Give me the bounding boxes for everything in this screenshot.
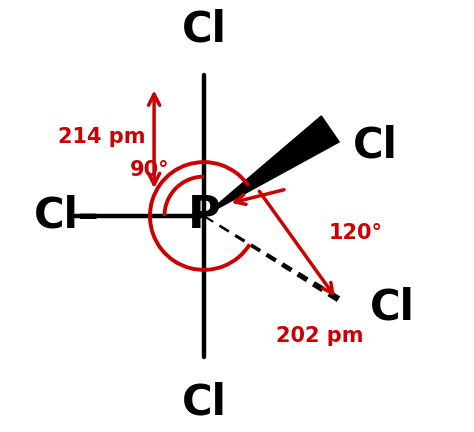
Text: Cl: Cl	[182, 382, 226, 424]
Text: Cl: Cl	[370, 286, 415, 328]
Text: 120°: 120°	[328, 222, 382, 243]
Text: Cl–: Cl–	[34, 195, 100, 237]
Text: 90°: 90°	[130, 160, 170, 181]
Text: 214 pm: 214 pm	[58, 127, 146, 147]
Text: 202 pm: 202 pm	[276, 326, 364, 346]
Text: Cl: Cl	[353, 124, 398, 166]
Text: Cl: Cl	[182, 8, 226, 50]
Text: P: P	[187, 194, 220, 238]
Polygon shape	[204, 116, 339, 216]
